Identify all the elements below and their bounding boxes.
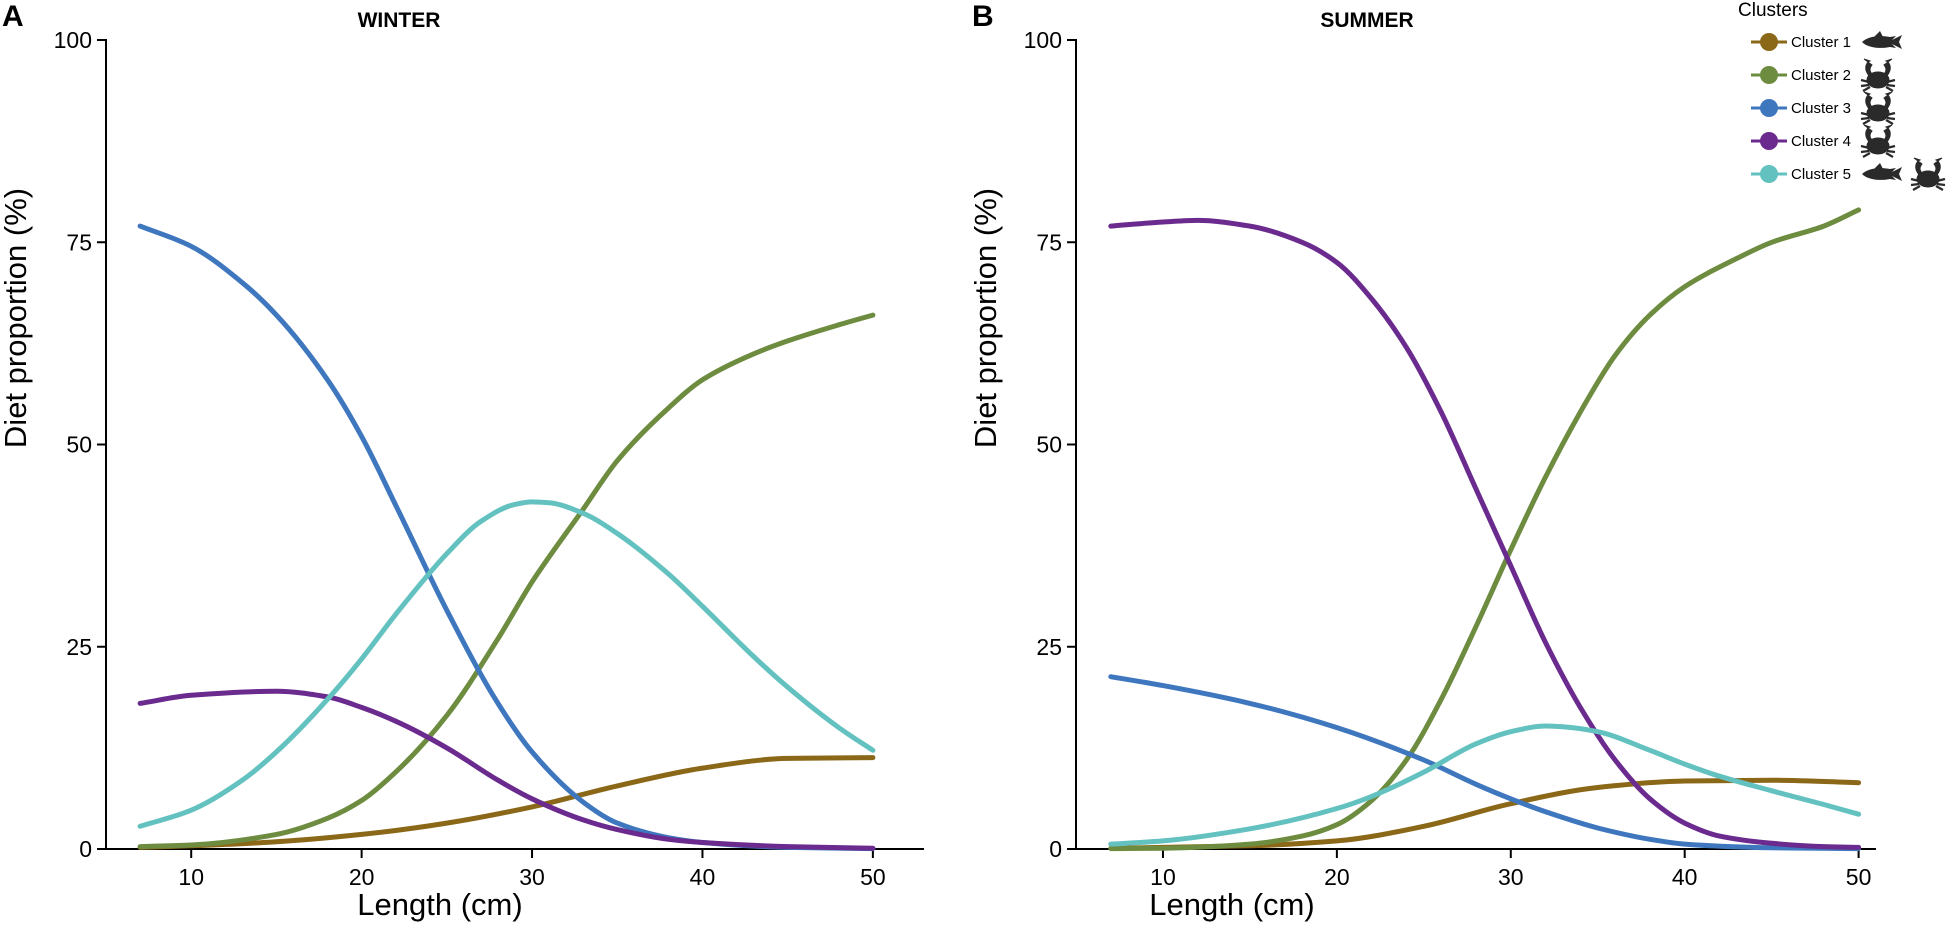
panel-a-series-c5 <box>137 499 876 829</box>
panel-a-x-tick-label: 20 <box>349 864 375 890</box>
panel-a-y-tick-label: 0 <box>79 836 92 862</box>
panel-b-y-tick-label: 75 <box>1036 229 1062 255</box>
legend-entry-c5: Cluster 5 <box>1751 156 1947 192</box>
legend-label: Cluster 5 <box>1791 166 1851 183</box>
panel-b-series-c5 <box>1108 723 1862 847</box>
panel-b-series-c3 <box>1108 674 1862 852</box>
panel-b-x-tick-label: 40 <box>1672 864 1698 890</box>
legend-key-dot <box>1760 33 1778 51</box>
panel-a-plot: 0 25 50 75 100 10 20 30 40 50 <box>54 27 924 890</box>
legend-label: Cluster 3 <box>1791 100 1851 117</box>
legend-label: Cluster 2 <box>1791 67 1851 84</box>
crab-icon <box>1859 123 1897 159</box>
legend-key-dot <box>1760 99 1778 117</box>
panel-a-y-tick-label: 25 <box>66 634 92 660</box>
crab-icon <box>1859 57 1897 93</box>
crab-icon <box>1859 90 1897 126</box>
panel-a-x-tick-label: 50 <box>860 864 886 890</box>
panel-a-y-tick-label: 50 <box>66 432 92 458</box>
legend-key-dot <box>1760 165 1778 183</box>
panel-b-x-tick-label: 10 <box>1150 864 1176 890</box>
panel-a-series-c2 <box>137 312 876 850</box>
panel-b-y-tick-label: 100 <box>1024 27 1062 53</box>
panel-a-series-c4 <box>137 688 876 851</box>
panel-a-series-c1 <box>137 755 876 850</box>
panel-b-y-tick-label: 50 <box>1036 432 1062 458</box>
legend-label: Cluster 4 <box>1791 133 1851 150</box>
legend-entries: Cluster 1 Cluster 2 Cluster 3 Cluster 4 Clus… <box>1751 31 1947 192</box>
panel-a-x-tick-label: 40 <box>690 864 716 890</box>
legend-entry-c4: Cluster 4 <box>1751 123 1897 159</box>
crab-icon <box>1909 156 1947 192</box>
legend-key-dot <box>1760 132 1778 150</box>
panel-a-series-c3 <box>137 223 876 852</box>
legend-title: Clusters <box>1738 0 1808 21</box>
panel-a-x-axis-title: Length (cm) <box>357 887 522 922</box>
panel-b: B SUMMER 0 25 50 75 100 10 20 30 40 50 Length (cm… <box>968 0 1876 922</box>
panel-b-y-tick-label: 25 <box>1036 634 1062 660</box>
panel-b-x-tick-label: 20 <box>1324 864 1350 890</box>
legend-label: Cluster 1 <box>1791 34 1851 51</box>
legend-key-dot <box>1760 66 1778 84</box>
panel-b-plot: 0 25 50 75 100 10 20 30 40 50 <box>1024 27 1876 890</box>
panel-a-x-tick-label: 30 <box>519 864 545 890</box>
fish-icon <box>1862 31 1902 49</box>
panel-a-title: WINTER <box>358 9 441 32</box>
panel-a-y-tick-label: 75 <box>66 229 92 255</box>
panel-a-y-axis-title: Diet proportion (%) <box>0 188 33 448</box>
legend-entry-c3: Cluster 3 <box>1751 90 1897 126</box>
panel-b-series-c2 <box>1108 207 1862 852</box>
panel-b-series-c4 <box>1108 217 1862 850</box>
panel-b-y-tick-label: 0 <box>1049 836 1062 862</box>
legend-entry-c1: Cluster 1 <box>1751 31 1902 51</box>
panel-a-letter: A <box>2 0 24 33</box>
legend-entry-c2: Cluster 2 <box>1751 57 1897 93</box>
panel-b-x-axis-title: Length (cm) <box>1149 887 1314 922</box>
panel-b-letter: B <box>972 0 994 33</box>
panel-b-y-axis-title: Diet proportion (%) <box>968 188 1003 448</box>
panel-b-title: SUMMER <box>1320 9 1413 32</box>
panel-a-x-tick-label: 10 <box>178 864 204 890</box>
panel-a-y-tick-label: 100 <box>54 27 92 53</box>
panel-b-x-tick-label: 50 <box>1846 864 1872 890</box>
panel-b-x-tick-label: 30 <box>1498 864 1524 890</box>
panel-a: A WINTER 0 25 50 75 100 10 20 30 40 50 Length (cm… <box>0 0 924 922</box>
fish-icon <box>1862 163 1902 181</box>
